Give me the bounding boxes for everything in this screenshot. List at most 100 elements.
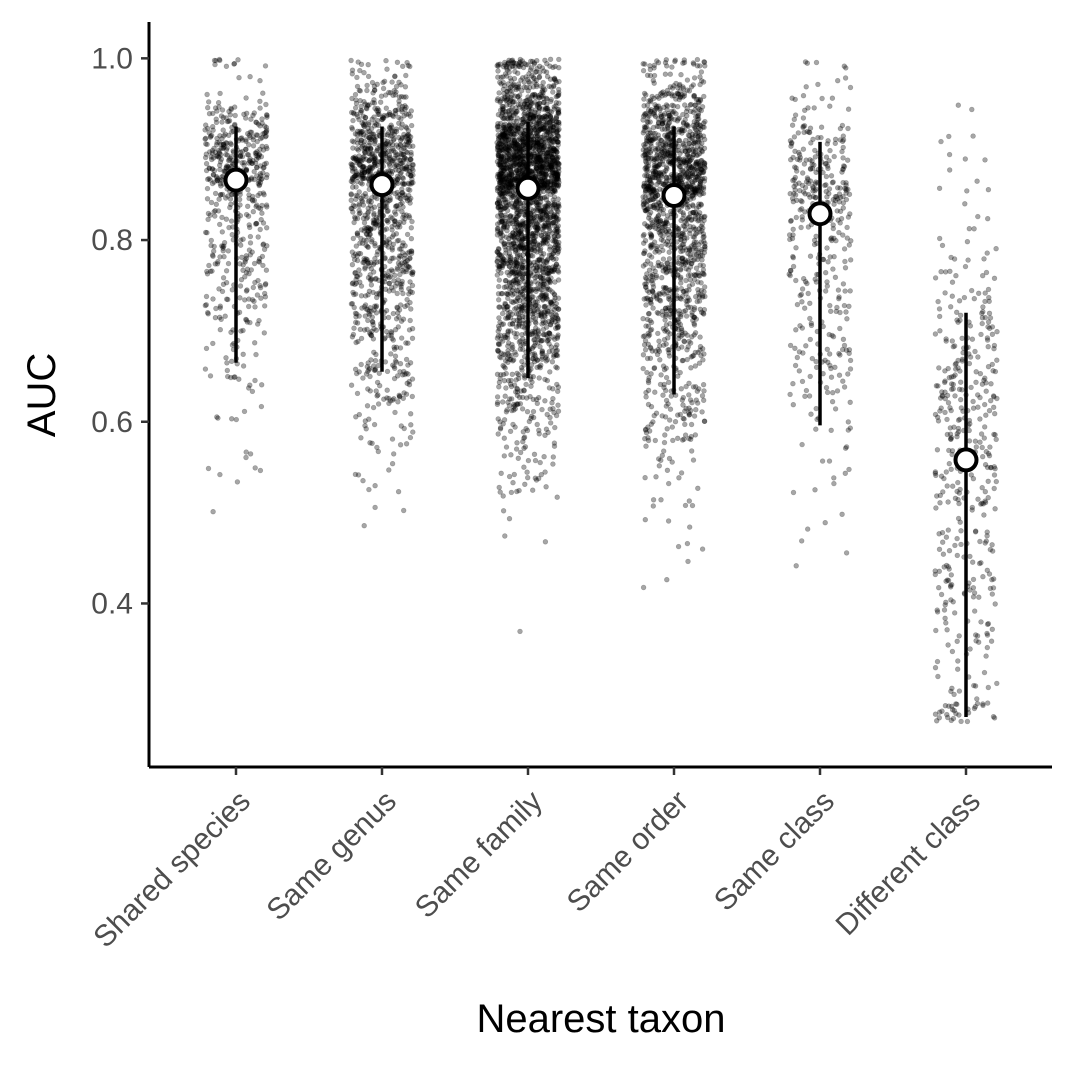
data-point: [528, 248, 535, 254]
data-point: [510, 230, 516, 236]
data-point: [236, 376, 242, 382]
data-point: [396, 246, 403, 252]
data-point: [662, 432, 668, 438]
data-point: [371, 87, 378, 93]
data-point: [218, 316, 224, 322]
data-point: [507, 75, 513, 81]
data-point: [257, 163, 264, 169]
data-point: [380, 85, 387, 92]
data-point: [358, 435, 364, 441]
data-point: [549, 359, 556, 365]
data-point: [536, 74, 542, 81]
data-point: [507, 258, 513, 264]
data-point: [237, 149, 244, 156]
data-point: [361, 98, 367, 105]
data-point: [211, 209, 217, 215]
data-point: [399, 121, 405, 127]
data-point: [252, 340, 258, 346]
data-point: [353, 97, 359, 103]
data-point: [354, 390, 361, 397]
data-point: [555, 269, 562, 275]
data-point: [263, 281, 269, 287]
data-point: [543, 194, 550, 200]
data-point: [364, 215, 370, 222]
data-point: [263, 174, 270, 181]
data-point: [392, 222, 398, 228]
data-point: [521, 84, 527, 91]
data-point: [371, 307, 377, 313]
data-point: [361, 522, 367, 529]
data-point: [555, 154, 561, 161]
data-point: [398, 160, 404, 167]
data-point: [494, 371, 501, 377]
data-point: [520, 64, 527, 71]
data-point: [258, 176, 264, 183]
data-point: [216, 56, 223, 63]
data-point: [386, 332, 392, 338]
data-point: [355, 156, 361, 163]
data-point: [516, 339, 522, 345]
data-point: [352, 310, 359, 316]
data-point: [247, 156, 253, 162]
data-point: [511, 118, 517, 125]
data-point: [409, 376, 416, 382]
data-point: [529, 487, 536, 493]
data-point: [210, 127, 216, 133]
data-point: [683, 277, 689, 284]
data-point: [643, 443, 649, 449]
data-point: [542, 469, 548, 475]
data-point: [515, 85, 521, 92]
data-point: [501, 453, 507, 459]
data-point: [650, 305, 656, 311]
data-point: [247, 134, 253, 141]
data-point: [679, 148, 685, 154]
data-point: [515, 455, 521, 461]
data-point: [210, 509, 216, 515]
data-point: [408, 225, 414, 231]
data-point: [209, 150, 216, 156]
data-point: [531, 359, 538, 365]
data-point: [348, 161, 354, 167]
data-point: [404, 125, 410, 131]
data-point: [256, 175, 262, 181]
data-point: [211, 167, 218, 174]
data-point: [359, 170, 365, 176]
data-point: [532, 133, 539, 139]
data-point: [502, 533, 508, 539]
data-point: [396, 221, 402, 228]
data-point: [669, 424, 675, 430]
data-point: [243, 449, 249, 455]
data-point: [216, 104, 222, 110]
data-point: [367, 167, 373, 173]
data-point: [543, 484, 549, 490]
data-point: [254, 138, 260, 145]
data-point: [364, 87, 370, 94]
data-point: [400, 240, 406, 246]
data-point: [223, 151, 229, 158]
data-point: [220, 243, 226, 250]
data-point: [541, 454, 547, 460]
data-point: [349, 71, 355, 77]
data-point: [547, 300, 553, 306]
data-point: [260, 90, 266, 96]
data-point: [530, 91, 536, 98]
data-point: [500, 122, 507, 129]
data-point: [362, 266, 368, 272]
data-point: [366, 308, 372, 314]
data-point: [360, 478, 366, 484]
data-point: [246, 160, 252, 166]
data-point: [356, 267, 362, 273]
data-point: [520, 317, 526, 324]
data-point: [392, 217, 398, 224]
data-point: [350, 117, 356, 124]
data-point: [529, 169, 536, 176]
data-point: [253, 150, 259, 157]
data-point: [515, 288, 521, 294]
data-point: [210, 123, 216, 130]
data-point: [502, 393, 508, 399]
data-point: [686, 498, 692, 504]
data-point: [358, 293, 365, 299]
data-point: [520, 286, 526, 292]
data-point: [555, 408, 562, 414]
data-point: [212, 315, 219, 321]
